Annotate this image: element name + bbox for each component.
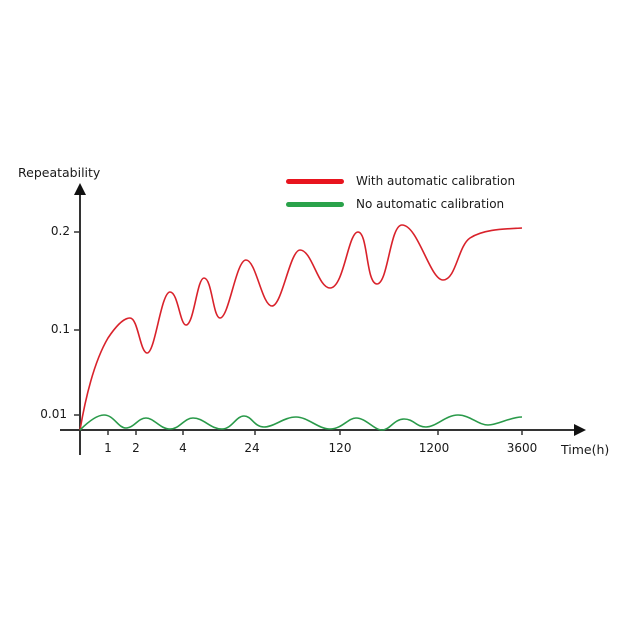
legend-swatch-red (286, 178, 344, 184)
y-tick-label: 0.2 (50, 224, 70, 238)
y-axis-arrow-icon (74, 183, 86, 195)
legend-label: No automatic calibration (356, 197, 505, 211)
x-tick-label: 3600 (506, 441, 538, 455)
legend-item-with-calibration: With automatic calibration (286, 174, 515, 188)
y-axis-label: Repeatability (18, 165, 101, 180)
y-tick-label: 0.01 (40, 407, 67, 421)
x-tick-label: 1 (104, 441, 112, 455)
series-no-calibration-line (79, 414, 523, 431)
x-ticks (107, 430, 523, 435)
x-tick-label: 24 (244, 441, 260, 455)
x-tick-label: 4 (179, 441, 187, 455)
x-tick-label: 2 (132, 441, 140, 455)
x-axis-arrow-icon (574, 424, 586, 436)
y-tick-label: 0.1 (50, 322, 70, 336)
y-ticks (74, 231, 80, 416)
x-axis-label: Time(h) (561, 442, 610, 457)
x-tick-label: 120 (328, 441, 352, 455)
legend-swatch-green (286, 201, 344, 207)
x-tick-label: 1200 (418, 441, 450, 455)
series-with-calibration-line (79, 224, 523, 431)
legend-item-no-calibration: No automatic calibration (286, 197, 504, 211)
legend-label: With automatic calibration (356, 174, 516, 188)
